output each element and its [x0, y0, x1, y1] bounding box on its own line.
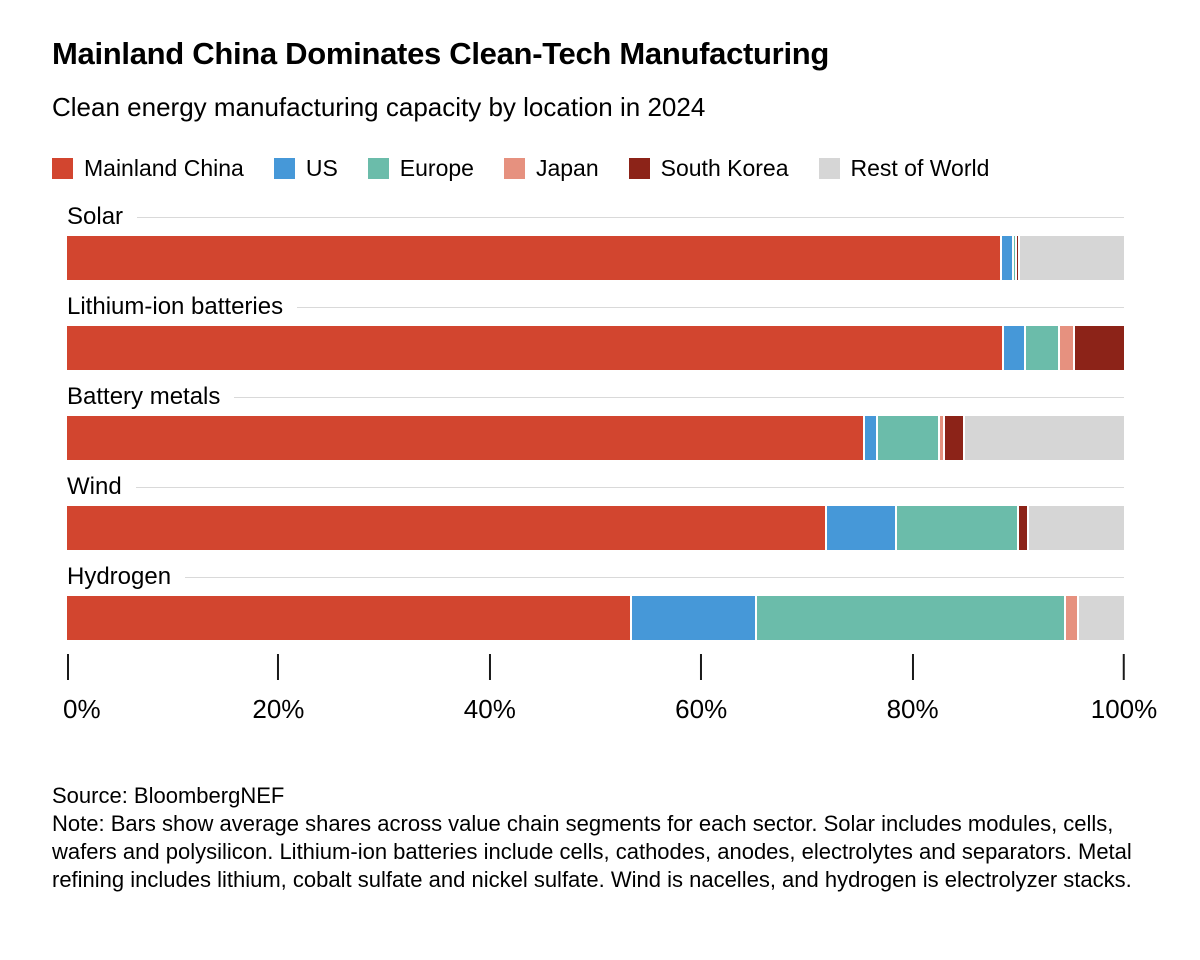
row-header: Hydrogen	[67, 563, 1124, 590]
bar-segment	[1011, 236, 1016, 280]
legend: Mainland China US Europe Japan South Korea Re…	[52, 155, 1160, 182]
bar-segment	[894, 506, 1018, 550]
bar-segment	[630, 596, 756, 640]
bar-segment	[67, 416, 863, 460]
legend-label: US	[305, 155, 338, 181]
bar-segment	[1026, 506, 1124, 550]
bar-segment	[862, 416, 876, 460]
row-rule	[297, 306, 1124, 308]
row-header: Lithium-ion batteries	[67, 293, 1124, 320]
bar-segment	[67, 596, 631, 640]
row-header: Wind	[67, 473, 1124, 500]
axis-tick: 60%	[675, 654, 727, 725]
chart-row: Hydrogen	[67, 563, 1124, 640]
bar-segment	[1018, 236, 1124, 280]
tick-mark	[488, 654, 491, 680]
bar-segment	[1002, 326, 1024, 370]
chart-row: Solar	[67, 203, 1124, 280]
chart-row: Lithium-ion batteries	[67, 293, 1124, 370]
source-text: Source: BloombergNEF	[52, 783, 285, 808]
axis-tick: 20%	[252, 654, 304, 725]
row-rule	[137, 216, 1124, 218]
tick-mark	[911, 654, 914, 680]
bar-segment	[963, 416, 1124, 460]
bar-segment	[1073, 326, 1124, 370]
chart-row: Wind	[67, 473, 1124, 550]
category-label: Battery metals	[67, 383, 221, 410]
note-text: Note: Bars show average shares across va…	[52, 811, 1132, 892]
row-header: Battery metals	[67, 383, 1124, 410]
bar-segment	[67, 326, 1003, 370]
legend-item: South Korea	[628, 155, 789, 182]
category-label: Wind	[67, 473, 122, 500]
axis-tick: 80%	[887, 654, 939, 725]
legend-swatch-icon	[52, 158, 73, 179]
legend-swatch-icon	[503, 158, 525, 179]
bar-segment	[755, 596, 1064, 640]
legend-label: Japan	[535, 155, 599, 181]
category-label: Lithium-ion batteries	[67, 293, 284, 320]
legend-item: US	[273, 155, 338, 182]
axis-tick: 100%	[1090, 654, 1158, 725]
bar-segment	[1015, 236, 1019, 280]
legend-label: Mainland China	[84, 155, 244, 181]
legend-item: Rest of World	[818, 155, 990, 182]
bar-segment	[1063, 596, 1078, 640]
row-rule	[234, 396, 1124, 398]
row-rule	[185, 576, 1124, 578]
axis-tick: 0%	[63, 654, 101, 725]
stacked-bar	[67, 506, 1124, 550]
legend-swatch-icon	[273, 158, 295, 179]
bar-segment	[875, 416, 938, 460]
category-label: Hydrogen	[67, 563, 172, 590]
stacked-bar	[67, 416, 1124, 460]
tick-label: 0%	[63, 694, 101, 724]
stacked-bar	[67, 326, 1124, 370]
bar-segment	[943, 416, 964, 460]
chart-subtitle: Clean energy manufacturing capacity by l…	[52, 92, 706, 122]
chart-row: Battery metals	[67, 383, 1124, 460]
legend-item: Europe	[367, 155, 474, 182]
legend-swatch-icon	[367, 158, 389, 179]
bar-segment	[1023, 326, 1059, 370]
bar-segment	[824, 506, 895, 550]
legend-label: Europe	[399, 155, 474, 181]
legend-swatch-icon	[818, 158, 840, 179]
footer: Source: BloombergNEF Note: Bars show ave…	[52, 782, 1162, 894]
bar-segment	[1077, 596, 1124, 640]
bar-segment	[1058, 326, 1074, 370]
stacked-bar	[67, 236, 1124, 280]
bar-segment	[1017, 506, 1027, 550]
tick-mark	[700, 654, 703, 680]
tick-mark	[67, 654, 69, 680]
tick-mark	[277, 654, 280, 680]
axis-tick: 40%	[464, 654, 516, 725]
chart-title: Mainland China Dominates Clean-Tech Manu…	[52, 36, 830, 71]
bar-segment	[1000, 236, 1012, 280]
legend-item: Japan	[503, 155, 599, 182]
bar-segment	[67, 236, 1001, 280]
x-axis: 0% 20% 40% 60% 80% 100%	[63, 654, 1157, 734]
bar-segment	[937, 416, 944, 460]
bar-segment	[67, 506, 825, 550]
stacked-bar	[67, 596, 1124, 640]
tick-label: 40%	[463, 694, 516, 724]
legend-label: South Korea	[660, 155, 789, 181]
category-label: Solar	[67, 203, 124, 230]
tick-label: 100%	[1090, 694, 1158, 724]
row-rule	[135, 486, 1124, 488]
stacked-bar-chart: Solar Lithium-ion batteries Battery metals…	[67, 203, 1124, 640]
legend-item: Mainland China	[52, 155, 244, 182]
legend-swatch-icon	[628, 158, 650, 179]
tick-label: 80%	[886, 694, 939, 724]
tick-label: 60%	[675, 694, 728, 724]
tick-label: 20%	[252, 694, 305, 724]
legend-label: Rest of World	[850, 155, 990, 181]
row-header: Solar	[67, 203, 1124, 230]
tick-mark	[1123, 654, 1125, 680]
